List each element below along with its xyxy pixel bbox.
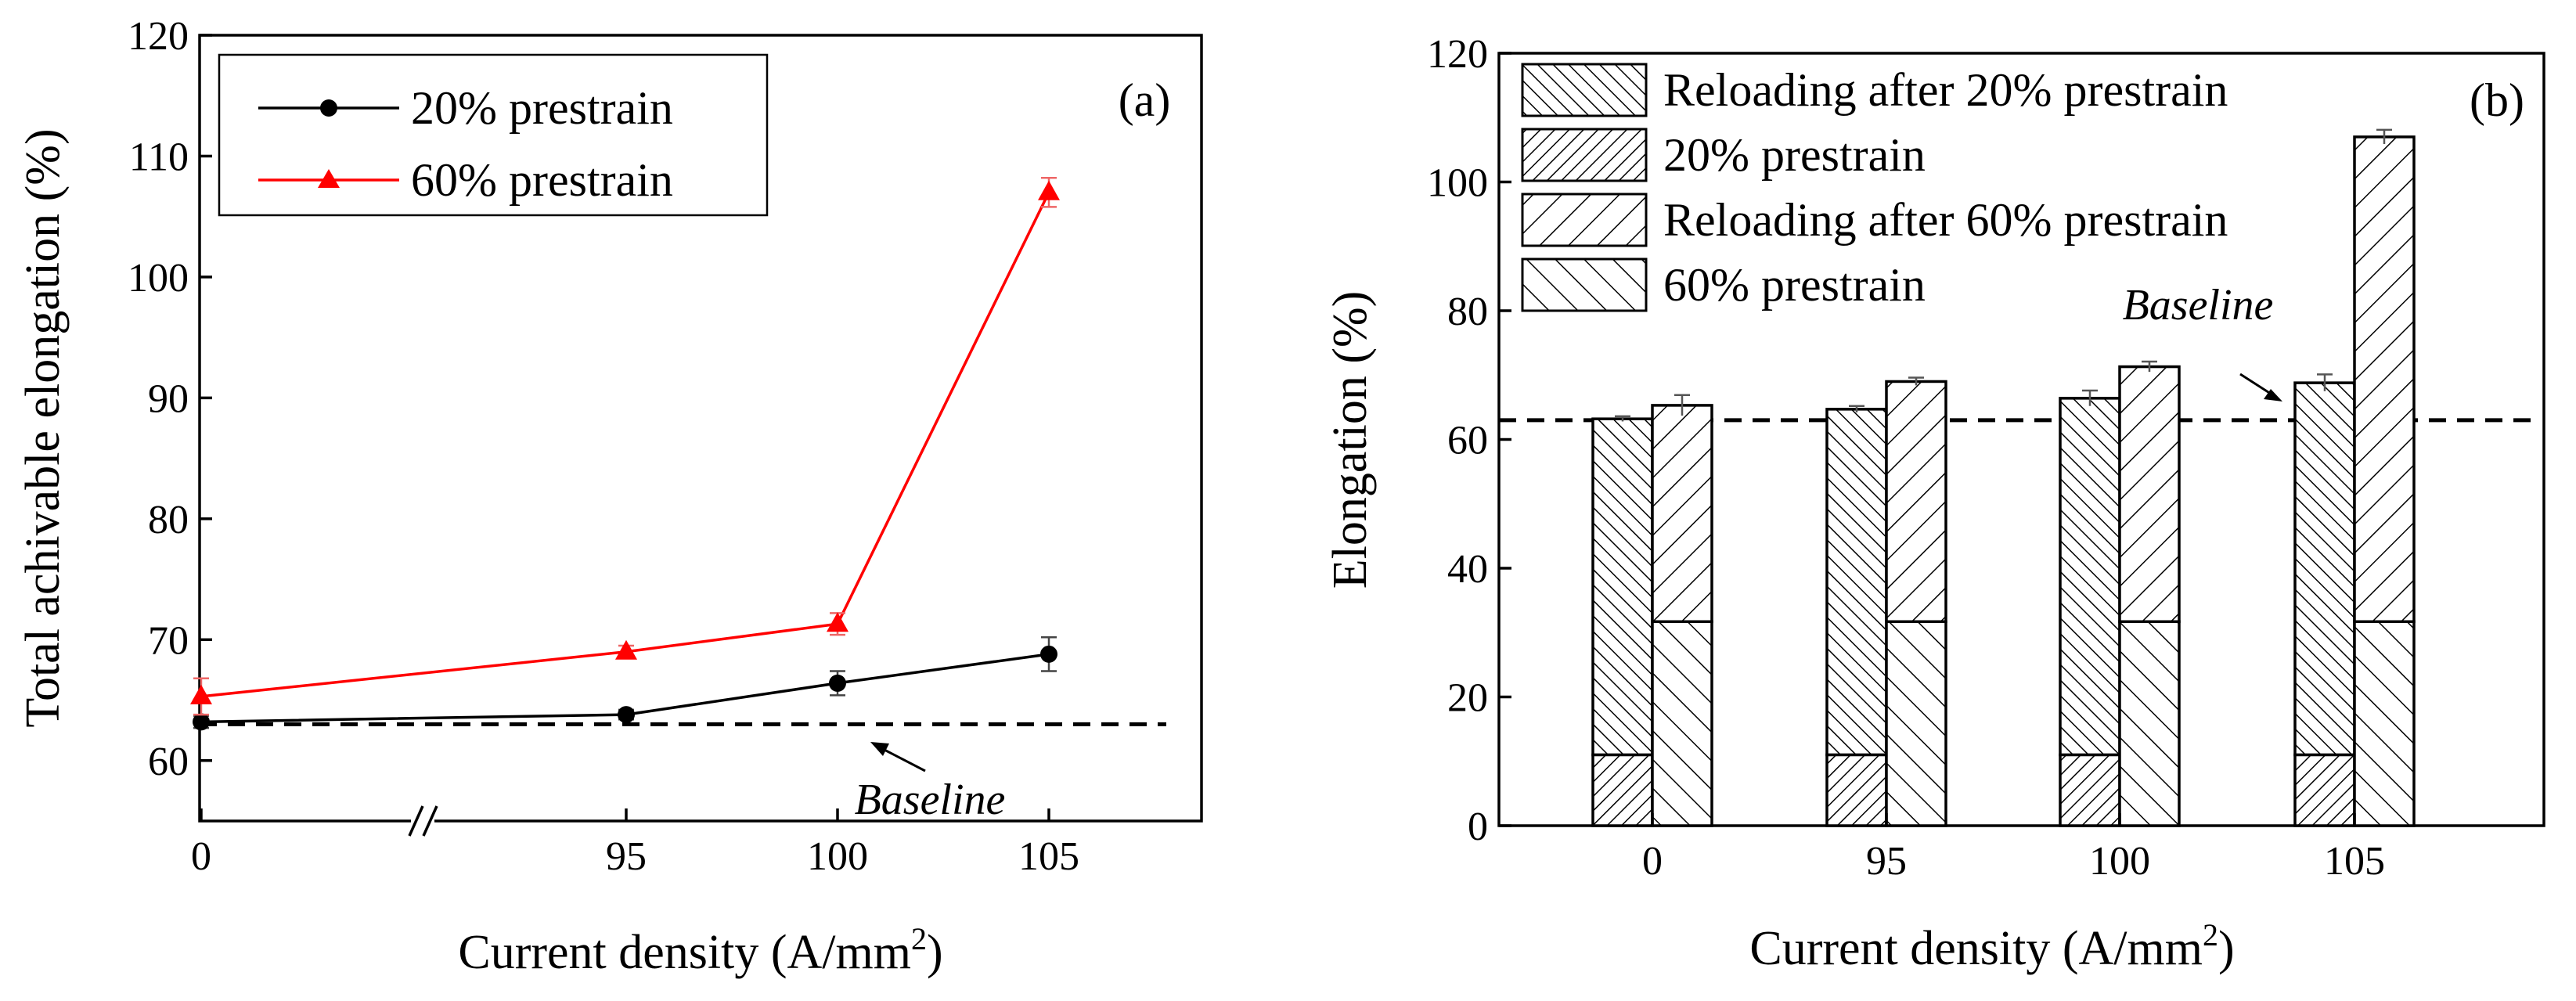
y-tick-label: 100 bbox=[1427, 161, 1488, 206]
x-tick-label: 95 bbox=[1866, 839, 1907, 884]
baseline-arrow-shaft bbox=[879, 746, 926, 772]
legend-label-20: 20% prestrain bbox=[411, 82, 673, 134]
panel-a-x-axis-title: Current density (A/mm2) bbox=[458, 921, 942, 979]
legend-label-reload20: Reloading after 20% prestrain bbox=[1663, 64, 2228, 116]
bar-top-1-105 bbox=[2353, 135, 2416, 624]
data-point bbox=[190, 684, 212, 704]
legend-swatch-reload60 bbox=[1521, 193, 1648, 247]
panel-a-frame bbox=[198, 34, 1203, 823]
bar-bottom-1-0 bbox=[1651, 620, 1713, 827]
x-tick-label: 95 bbox=[606, 834, 647, 879]
panel-b-x-axis-title: Current density (A/mm2) bbox=[1749, 917, 2234, 975]
data-point bbox=[829, 674, 846, 692]
data-point bbox=[1038, 180, 1060, 200]
y-tick-label: 70 bbox=[148, 618, 189, 663]
series-line-0 bbox=[200, 653, 1050, 724]
y-tick-label: 120 bbox=[128, 14, 189, 59]
panel-b-label: (b) bbox=[2470, 74, 2524, 126]
bar-bottom-0-0 bbox=[1591, 753, 1654, 827]
x-tick-label: 0 bbox=[191, 834, 211, 879]
legend-marker-triangle bbox=[318, 169, 340, 188]
data-point bbox=[618, 706, 635, 724]
baseline-label: Baseline bbox=[855, 776, 1006, 824]
x-tick-label: 100 bbox=[2089, 839, 2150, 884]
y-tick-label: 0 bbox=[1468, 805, 1488, 849]
legend-label-pre60: 60% prestrain bbox=[1663, 259, 1926, 311]
y-tick-label: 110 bbox=[129, 135, 189, 179]
bar-top-0-105 bbox=[2293, 381, 2356, 757]
bar-top-0-95 bbox=[1825, 408, 1888, 757]
legend-label-pre20: 20% prestrain bbox=[1663, 129, 1926, 181]
panel-a-label: (a) bbox=[1119, 74, 1171, 126]
bar-bottom-1-100 bbox=[2118, 620, 2181, 827]
data-point bbox=[193, 713, 210, 731]
x-tick-label: 105 bbox=[2324, 839, 2385, 884]
data-point bbox=[1040, 645, 1057, 663]
data-point bbox=[827, 612, 848, 632]
bar-bottom-0-100 bbox=[2059, 753, 2121, 827]
legend-box bbox=[218, 53, 769, 217]
legend-label-reload60: Reloading after 60% prestrain bbox=[1663, 194, 2228, 246]
y-tick-label: 20 bbox=[1447, 676, 1488, 721]
bar-top-0-100 bbox=[2059, 397, 2121, 757]
bar-top-1-95 bbox=[1885, 380, 1947, 624]
legend-swatch-pre20 bbox=[1521, 128, 1648, 182]
series-line-1 bbox=[200, 192, 1050, 698]
baseline-arrow-head bbox=[870, 742, 889, 756]
panel-b-y-axis-title: Elongation (%) bbox=[1324, 291, 1377, 589]
panel-a-line-chart: 60 70 80 90 100 110 120 0 95 100 105 Baseline Tot… bbox=[16, 14, 1203, 979]
y-tick-label: 60 bbox=[148, 740, 189, 784]
axis-break-mark bbox=[408, 805, 438, 837]
baseline-arrow-head bbox=[2264, 389, 2282, 401]
panel-b-legend: Reloading after 20% prestrain 20% prestr… bbox=[1521, 63, 2228, 312]
y-tick-label: 40 bbox=[1447, 547, 1488, 592]
data-point bbox=[615, 639, 637, 660]
x-tick-label: 100 bbox=[807, 834, 868, 879]
legend-swatch-pre60 bbox=[1521, 257, 1648, 312]
bar-bottom-0-105 bbox=[2293, 753, 2356, 827]
y-tick-label: 80 bbox=[148, 498, 189, 542]
baseline-arrow-shaft bbox=[2239, 373, 2274, 397]
panel-b-bar-chart: 0 20 40 60 80 100 120 Baseline 0 95 100 105 Elong… bbox=[1324, 32, 2545, 975]
legend-label-60: 60% prestrain bbox=[411, 154, 673, 206]
y-tick-label: 90 bbox=[148, 376, 189, 421]
bar-bottom-1-95 bbox=[1885, 620, 1947, 827]
x-tick-label: 0 bbox=[1642, 839, 1663, 884]
legend-marker-circle bbox=[320, 99, 337, 117]
x-tick-label: 105 bbox=[1018, 834, 1079, 879]
bar-bottom-0-95 bbox=[1825, 753, 1888, 827]
y-tick-label: 60 bbox=[1447, 419, 1488, 463]
bar-top-1-100 bbox=[2118, 365, 2181, 624]
panel-a-legend: 20% prestrain 60% prestrain bbox=[218, 53, 769, 217]
legend-swatch-reload20 bbox=[1521, 63, 1648, 117]
y-tick-label: 120 bbox=[1427, 32, 1488, 77]
bar-top-0-0 bbox=[1591, 417, 1654, 757]
y-tick-label: 100 bbox=[128, 256, 189, 301]
y-tick-label: 80 bbox=[1447, 290, 1488, 334]
baseline-label: Baseline bbox=[2123, 281, 2274, 329]
bar-bottom-1-105 bbox=[2353, 620, 2416, 827]
bar-top-1-0 bbox=[1651, 404, 1713, 624]
panel-a-y-axis-title: Total achivable elongation (%) bbox=[16, 128, 70, 727]
